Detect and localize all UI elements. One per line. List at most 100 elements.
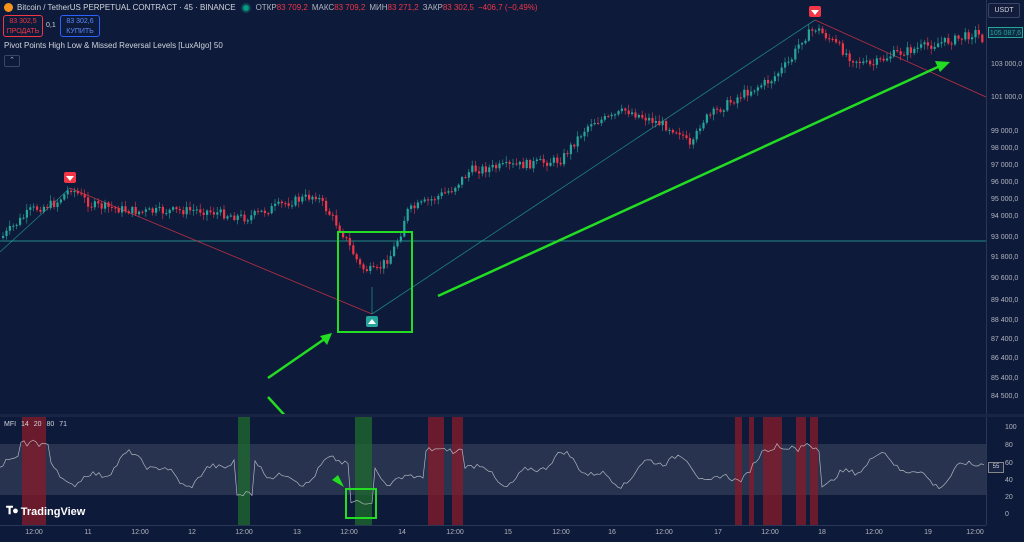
candle (481, 166, 484, 174)
candle (498, 163, 501, 169)
candle (46, 206, 49, 208)
candle (722, 110, 725, 112)
candle (243, 214, 246, 222)
candle (478, 171, 481, 174)
price-chart-pane[interactable] (0, 0, 986, 414)
candle (301, 196, 304, 202)
candle (756, 87, 759, 91)
buy-label: КУПИТЬ (66, 28, 94, 35)
candle (801, 43, 804, 45)
candle (719, 109, 722, 112)
ohlc-change: −406,7 (−0,49%) (477, 3, 538, 12)
candle (814, 30, 817, 32)
market-status-icon[interactable] (242, 4, 249, 11)
candle (525, 159, 528, 169)
candle (66, 190, 69, 195)
candle (559, 162, 562, 165)
price-scale-label: 95 000,0 (991, 196, 1019, 203)
candle (532, 160, 535, 169)
candle (889, 56, 892, 59)
candle (770, 81, 773, 84)
candle (331, 214, 334, 216)
candle (447, 191, 450, 193)
time-axis-label: 18 (818, 529, 826, 536)
candle (158, 206, 161, 208)
candle (637, 114, 640, 118)
candle (182, 210, 185, 215)
candle (274, 203, 277, 206)
candle (573, 144, 576, 147)
candle (219, 209, 222, 213)
time-axis[interactable]: 12:00 11 12:00 12 12:00 13 12:00 14 12:0… (0, 525, 986, 542)
candle (974, 30, 977, 38)
candle (535, 159, 538, 161)
tradingview-wordmark: TradingView (20, 505, 86, 518)
candle (168, 209, 171, 214)
time-axis-label: 12:00 (966, 529, 984, 536)
annotation-arrowhead (320, 333, 332, 345)
candle (270, 205, 273, 214)
price-scale[interactable]: 103 000,0 101 000,0 99 000,0 98 000,0 97… (986, 0, 1024, 414)
candle (906, 47, 909, 56)
candle (308, 194, 311, 200)
mfi-scale[interactable]: 100 80 60 40 20 0 (986, 417, 1024, 525)
annotation-box (337, 231, 413, 333)
candle (617, 111, 620, 115)
time-axis-label: 12 (188, 529, 196, 536)
candle (216, 212, 219, 215)
currency-select[interactable]: USDT (988, 3, 1020, 18)
candle (427, 199, 430, 201)
mfi-pane[interactable] (0, 417, 986, 525)
candle (318, 198, 321, 200)
candle (352, 245, 355, 255)
indicator-legend[interactable]: Pivot Points High Low & Missed Reversal … (4, 41, 223, 50)
mfi-line (0, 439, 985, 505)
candle (950, 43, 953, 45)
candle (777, 73, 780, 77)
mfi-scale-label: 40 (1005, 477, 1013, 484)
candle (90, 206, 93, 208)
symbol-title[interactable]: Bitcoin / TetherUS PERPETUAL CONTRACT · … (17, 3, 236, 12)
sell-button[interactable]: 83 302,5 ПРОДАТЬ (3, 15, 43, 37)
time-axis-label: 12:00 (131, 529, 149, 536)
candle (563, 153, 566, 165)
candle (420, 201, 423, 203)
pivot-line (0, 187, 71, 253)
candle (406, 208, 409, 221)
collapse-legend-button[interactable]: ⌃ (4, 55, 20, 67)
price-chart[interactable] (0, 0, 986, 414)
candle (5, 230, 8, 237)
candle (872, 64, 875, 66)
candle (760, 85, 763, 88)
candle (862, 61, 865, 64)
candle (15, 224, 18, 226)
mfi-signal-zone (428, 417, 444, 525)
candle (818, 28, 821, 31)
candle (515, 163, 518, 165)
candle (127, 211, 130, 214)
candle (858, 61, 861, 64)
candle (501, 163, 504, 165)
pane-separator[interactable] (0, 414, 1024, 417)
candle (287, 203, 290, 206)
pivot-line (69, 187, 373, 315)
candle (964, 32, 967, 40)
candle (491, 164, 494, 168)
candle (42, 206, 45, 212)
candle (321, 198, 324, 201)
candle (665, 121, 668, 131)
candle (467, 172, 470, 178)
time-axis-label: 13 (293, 529, 301, 536)
time-axis-label: 12:00 (552, 529, 570, 536)
mfi-legend[interactable]: MFI 14 20 80 71 (4, 421, 70, 428)
tradingview-logo[interactable]: 𝐓● TradingView (6, 505, 85, 518)
buy-button[interactable]: 83 302,6 КУПИТЬ (60, 15, 100, 37)
candle (685, 135, 688, 139)
candle (59, 199, 62, 203)
candle (362, 264, 365, 270)
symbol-legend[interactable]: Bitcoin / TetherUS PERPETUAL CONTRACT · … (4, 3, 538, 12)
candle (940, 42, 943, 44)
mfi-chart[interactable] (0, 417, 986, 525)
candle (943, 37, 946, 43)
candle (192, 209, 195, 211)
